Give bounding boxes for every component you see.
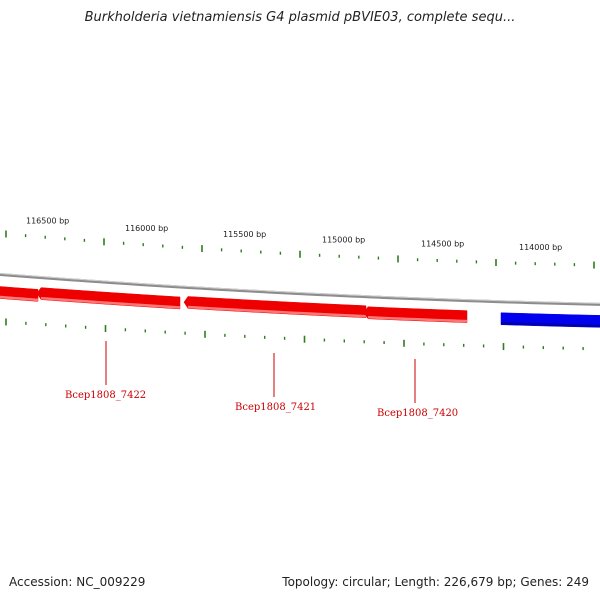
gene-shadow (500, 321, 600, 328)
scale-tick-label: 114500 bp (421, 240, 464, 249)
inner-tick-ring (5, 318, 584, 351)
outer-tick-ring (5, 230, 595, 269)
reverse-gene-arrow (36, 287, 181, 310)
backbone-highlight (0, 273, 600, 304)
gene-shadow (187, 305, 367, 318)
gene-track (0, 286, 600, 328)
gene-shadow (40, 296, 181, 309)
accession-text: Accession: NC_009229 (9, 575, 146, 589)
gene-shadow (367, 316, 468, 323)
scale-tick-label: 115000 bp (322, 235, 365, 244)
gene-label: Bcep1808_7422 (65, 390, 146, 401)
scale-labels: 116500 bp 116000 bp 115500 bp 115000 bp 1145… (26, 216, 562, 252)
map-title: Burkholderia vietnamiensis G4 plasmid pB… (84, 10, 516, 25)
gene-shadow (0, 295, 39, 302)
plasmid-backbone (0, 273, 600, 306)
backbone-line (0, 273, 600, 306)
scale-tick-label: 115500 bp (223, 230, 266, 239)
topology-summary: Topology: circular; Length: 226,679 bp; … (282, 575, 589, 589)
gene-labels: Bcep1808_7422 Bcep1808_7421 Bcep1808_7420 (65, 341, 458, 419)
gene-label: Bcep1808_7420 (377, 408, 458, 419)
gene-label: Bcep1808_7421 (235, 402, 316, 413)
scale-tick-label: 114000 bp (519, 243, 562, 252)
scale-tick-label: 116500 bp (26, 216, 69, 225)
scale-tick-label: 116000 bp (125, 224, 168, 233)
